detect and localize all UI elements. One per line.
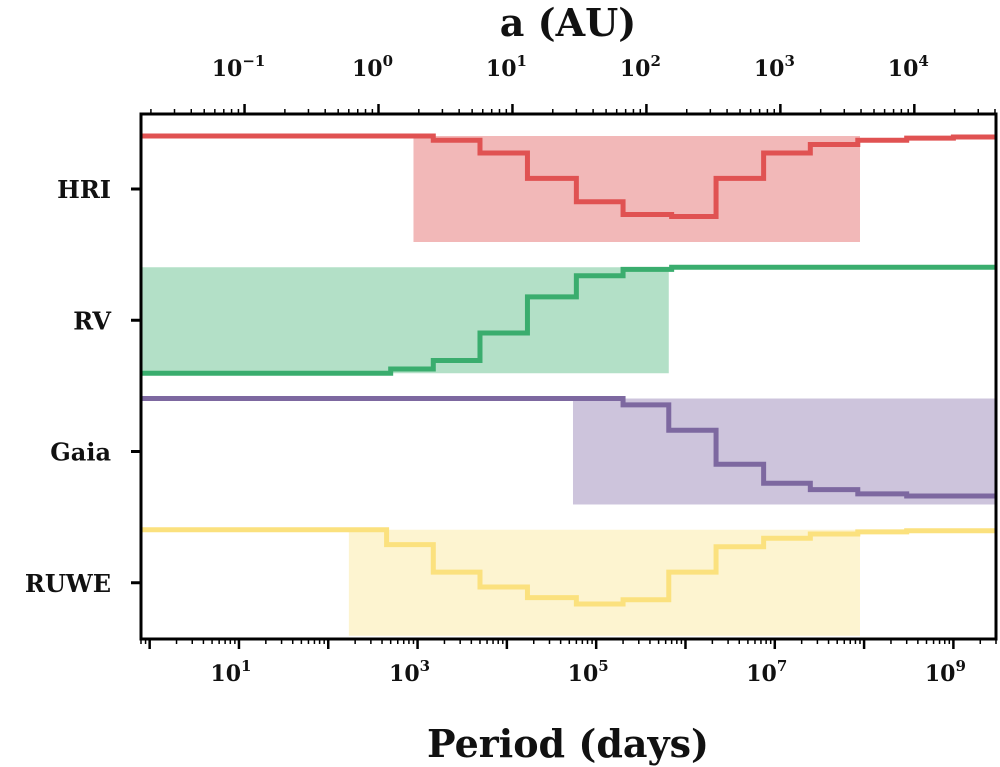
tick-labels: 101 103 105 107 109 10−1 100 101 102 103 104 bbox=[210, 52, 965, 687]
step-line-ruwe bbox=[141, 527, 996, 607]
step-line-rv bbox=[141, 264, 996, 376]
step-line-gaia bbox=[141, 396, 996, 499]
row-label-gaia: Gaia bbox=[50, 438, 111, 467]
row-labels: HRI RV Gaia RUWE bbox=[25, 175, 111, 598]
x-tick-label: 109 bbox=[925, 657, 966, 687]
top-tick-label: 102 bbox=[620, 52, 661, 82]
step-line-hri bbox=[141, 133, 996, 220]
band-rv bbox=[141, 267, 669, 374]
x-tick-label: 107 bbox=[746, 657, 787, 687]
top-tick-label: 100 bbox=[352, 52, 393, 82]
top-tick-label: 101 bbox=[486, 52, 527, 82]
x-tick-label: 103 bbox=[389, 657, 430, 687]
top-tick-label: 103 bbox=[754, 52, 795, 82]
x-tick-label: 101 bbox=[210, 657, 251, 687]
step-lines bbox=[141, 133, 996, 607]
top-tick-label: 10−1 bbox=[212, 52, 266, 82]
x-tick-label: 105 bbox=[568, 657, 609, 687]
row-label-rv: RV bbox=[73, 306, 111, 335]
x-axis-title: Period (days) bbox=[427, 721, 709, 766]
row-label-ruwe: RUWE bbox=[25, 569, 111, 598]
sensitivity-bands bbox=[141, 136, 996, 636]
top-axis-title: a (AU) bbox=[500, 0, 636, 45]
top-tick-label: 104 bbox=[888, 52, 929, 82]
axis-ticks bbox=[131, 104, 997, 649]
plot-frame bbox=[139, 112, 998, 641]
band-gaia bbox=[572, 398, 996, 505]
row-label-hri: HRI bbox=[57, 175, 111, 204]
